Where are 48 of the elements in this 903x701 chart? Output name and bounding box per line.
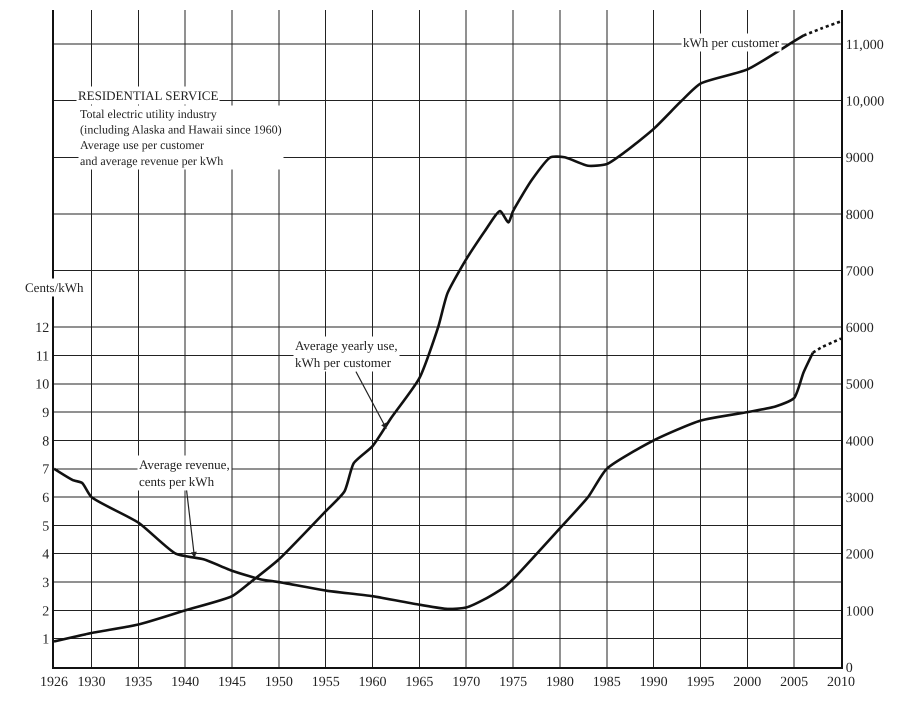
y-tick-label: 1: [42, 632, 50, 648]
y2-tick-label: 10,000: [846, 94, 884, 110]
x-tick-label: 1950: [264, 674, 293, 690]
y-axis-title: Cents/kWh: [25, 280, 84, 295]
y2-tick-label: 2000: [846, 548, 874, 563]
y-tick-label: 12: [35, 321, 50, 336]
y2-tick-label: 4000: [846, 434, 874, 450]
y-tick-label: 11: [36, 349, 50, 364]
x-tick-label: 2010: [827, 674, 855, 690]
annotation: Average revenue, cents per kWh: [139, 457, 230, 489]
y2-tick-label: 3000: [846, 490, 874, 506]
x-tick-label: 1940: [171, 674, 200, 690]
x-tick-label: 1990: [640, 674, 668, 690]
y2-tick-label: 9000: [846, 151, 874, 166]
y2-tick-label: 6000: [846, 321, 874, 336]
x-tick-label: 1945: [218, 674, 246, 690]
x-tick-label: 1926: [40, 674, 68, 690]
y-tick-label: 10: [35, 378, 50, 393]
y-tick-label: 6: [42, 490, 50, 506]
y2-tick-label: 0: [846, 660, 853, 676]
x-tick-label: 1955: [312, 674, 340, 690]
y-tick-label: 5: [42, 519, 50, 534]
x-tick-label: 1970: [452, 674, 480, 690]
y2-tick-label: 1000: [846, 604, 874, 620]
x-tick-label: 1960: [358, 674, 387, 690]
x-tick-label: 1935: [124, 674, 152, 690]
x-tick-label: 1980: [546, 674, 574, 690]
text: Total electric utility industry (including Alaska and Hawaii since 1960) Average use per customer and average revenue per kWh: [80, 107, 282, 168]
y-tick-label: 9: [42, 406, 50, 422]
x-tick-label: 2005: [780, 674, 808, 690]
annotation: kWh per customer: [683, 35, 780, 50]
y-tick-label: 7: [42, 462, 50, 478]
y2-tick-label: 11,000: [846, 38, 884, 53]
y-tick-label: 8: [42, 434, 50, 450]
y-tick-label: 4: [42, 548, 50, 563]
text: RESIDENTIAL SERVICE: [78, 88, 218, 103]
x-tick-label: 1975: [499, 674, 528, 690]
x-tick-label: 2000: [733, 674, 762, 690]
y-tick-label: 3: [42, 576, 50, 591]
x-tick-label: 1930: [77, 674, 106, 690]
x-tick-label: 1985: [592, 674, 621, 690]
y2-tick-label: 8000: [846, 208, 874, 223]
x-tick-label: 1995: [686, 674, 714, 690]
x-tick-label: 1965: [405, 674, 434, 690]
y2-tick-label: 5000: [846, 378, 874, 393]
y2-tick-label: 7000: [846, 264, 874, 280]
annotation: Average yearly use, kWh per customer: [295, 338, 398, 370]
y-tick-label: 2: [42, 604, 50, 620]
